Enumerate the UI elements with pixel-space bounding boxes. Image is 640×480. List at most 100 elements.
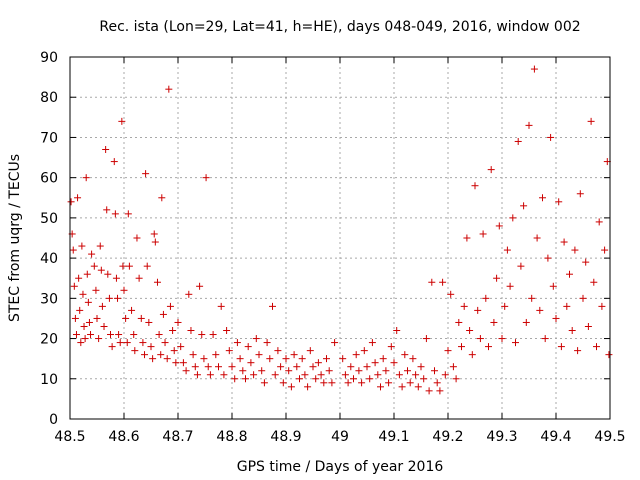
data-point xyxy=(252,335,260,343)
data-point xyxy=(352,351,360,359)
data-point xyxy=(517,262,525,270)
data-point xyxy=(158,194,166,202)
data-point xyxy=(485,343,492,351)
data-point xyxy=(530,65,538,73)
data-point xyxy=(536,306,544,314)
y-tick-label: 10 xyxy=(40,372,58,388)
data-point xyxy=(196,282,204,290)
data-point xyxy=(149,355,157,363)
data-point xyxy=(452,375,460,383)
data-point xyxy=(85,318,93,326)
y-tick-label: 90 xyxy=(40,50,58,66)
data-point xyxy=(314,359,322,367)
data-point xyxy=(520,202,528,210)
y-tick-label: 60 xyxy=(40,171,58,187)
data-point xyxy=(455,318,463,326)
data-point xyxy=(139,339,147,347)
x-tick-label: 48.7 xyxy=(162,429,193,445)
data-point xyxy=(225,347,233,355)
data-point xyxy=(547,133,555,141)
data-point xyxy=(598,302,606,310)
data-point xyxy=(231,375,239,383)
data-point xyxy=(563,302,571,310)
x-tick-label: 49.3 xyxy=(486,429,517,445)
data-point xyxy=(593,343,600,351)
data-point xyxy=(141,351,149,359)
data-point xyxy=(145,318,153,326)
data-point xyxy=(425,387,433,395)
data-point xyxy=(79,290,87,298)
data-point xyxy=(105,294,113,302)
data-point xyxy=(110,158,118,166)
data-point xyxy=(360,347,368,355)
data-points xyxy=(67,65,613,395)
x-tick-label: 49 xyxy=(331,429,349,445)
data-point xyxy=(102,146,110,154)
data-point xyxy=(179,359,187,367)
data-point xyxy=(493,274,501,282)
data-point xyxy=(82,174,90,182)
data-point xyxy=(182,367,190,375)
data-point xyxy=(404,367,411,375)
data-point xyxy=(170,347,178,355)
data-point xyxy=(131,347,139,355)
data-point xyxy=(495,222,503,230)
data-point xyxy=(209,331,217,339)
data-point xyxy=(290,351,298,359)
data-point xyxy=(328,379,336,387)
data-point xyxy=(123,339,131,347)
data-point xyxy=(552,314,560,322)
data-point xyxy=(266,355,274,363)
data-point xyxy=(153,278,161,286)
data-point xyxy=(463,234,471,242)
data-point xyxy=(78,242,86,250)
data-point xyxy=(576,190,584,198)
data-point xyxy=(103,206,111,214)
data-point xyxy=(555,198,563,206)
x-tick-label: 49.1 xyxy=(378,429,409,445)
data-point xyxy=(317,371,325,379)
data-point xyxy=(169,327,177,335)
data-point xyxy=(223,327,231,335)
data-point xyxy=(382,367,390,375)
data-point xyxy=(119,262,127,270)
data-point xyxy=(250,371,258,379)
data-point xyxy=(479,230,487,238)
grid-lines xyxy=(70,57,610,419)
chart-title: Rec. ista (Lon=29, Lat=41, h=HE), days 0… xyxy=(99,19,580,35)
data-point xyxy=(155,331,163,339)
data-point xyxy=(304,383,312,391)
data-point xyxy=(116,339,124,347)
data-point xyxy=(185,290,193,298)
data-point xyxy=(568,327,576,335)
data-point xyxy=(549,282,557,290)
data-point xyxy=(282,355,290,363)
data-point xyxy=(379,355,387,363)
data-point xyxy=(128,306,136,314)
data-point xyxy=(114,294,122,302)
y-tick-label: 40 xyxy=(40,251,58,267)
data-point xyxy=(417,363,425,371)
data-point xyxy=(177,343,185,351)
data-point xyxy=(487,166,495,174)
data-point xyxy=(147,343,155,351)
data-point xyxy=(385,379,393,387)
data-point xyxy=(501,302,509,310)
data-point xyxy=(220,371,228,379)
data-point xyxy=(498,335,506,343)
data-point xyxy=(159,310,167,318)
data-point xyxy=(605,351,613,359)
data-point xyxy=(460,302,468,310)
data-point xyxy=(471,182,479,190)
data-point xyxy=(236,355,244,363)
data-point xyxy=(466,327,474,335)
y-tick-label: 30 xyxy=(40,291,58,307)
data-point xyxy=(309,363,317,371)
data-point xyxy=(398,383,406,391)
data-point xyxy=(87,331,95,339)
data-point xyxy=(74,194,82,202)
data-point xyxy=(584,322,592,330)
data-point xyxy=(541,335,549,343)
data-point xyxy=(137,314,145,322)
data-point xyxy=(285,367,293,375)
